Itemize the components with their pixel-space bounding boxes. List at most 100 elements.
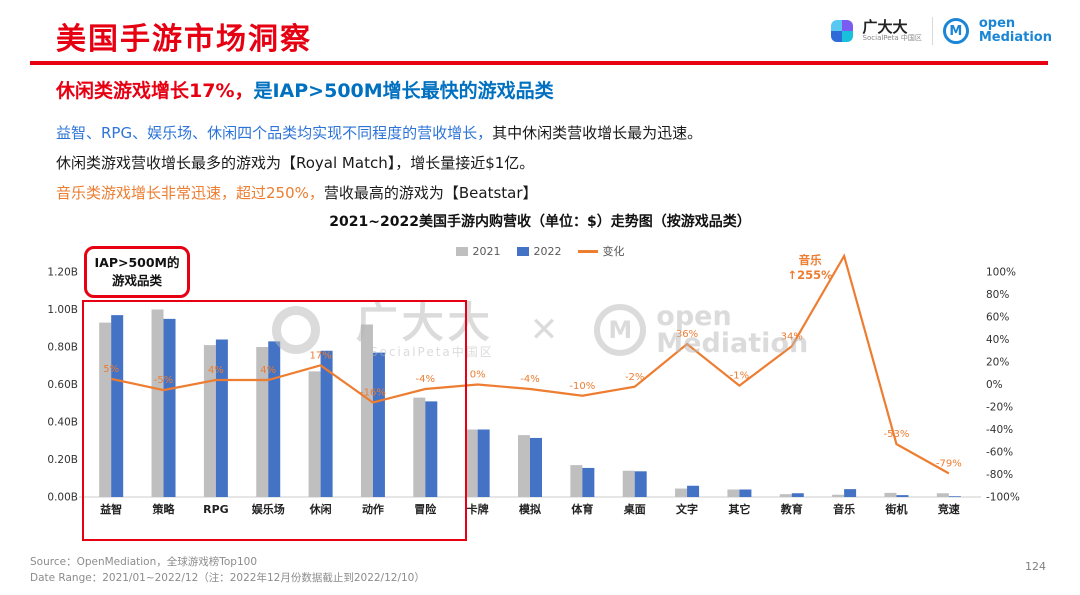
bar-line-chart: 1.20B 1.00B 0.80B 0.60B 0.40B 0.20B 0.00B 100% 8…: [47, 253, 1019, 516]
change-label: -2%: [625, 372, 644, 383]
bar-2021-卡牌: [465, 429, 478, 497]
bar-2022-动作: [372, 352, 385, 497]
bar-2021-竞速: [936, 493, 949, 497]
change-label: -4%: [416, 374, 435, 385]
left-axis-tick: 0.40B: [47, 417, 78, 429]
bar-2022-模拟: [530, 437, 542, 497]
change-label: 17%: [309, 350, 331, 361]
bar-2021-娱乐场: [256, 347, 269, 497]
bar-2021-体育: [570, 465, 583, 497]
legend-label-change: 变化: [602, 245, 625, 258]
bar-2022-RPG: [215, 339, 228, 497]
category-label: 文字: [676, 502, 698, 516]
title-underline: [30, 61, 1048, 65]
category-label: RPG: [203, 503, 229, 516]
left-axis-tick: 1.00B: [47, 304, 78, 316]
change-label: -4%: [520, 374, 539, 385]
bar-2021-益智: [99, 322, 112, 497]
right-axis-tick: 0%: [986, 379, 1003, 391]
paragraph-segment: 音乐类游戏增长非常迅速，超过250%，: [56, 184, 324, 202]
bar-2022-策略: [163, 318, 176, 497]
change-label: 5%: [103, 364, 119, 375]
category-label: 策略: [152, 502, 176, 516]
legend-item-2021: 2021: [455, 244, 501, 258]
paragraph: 休闲类游戏营收增长最多的游戏为【Royal Match】，增长量接近$1亿。: [56, 148, 702, 178]
openmediation-logo-icon: M: [942, 18, 969, 44]
change-label: -53%: [884, 429, 910, 440]
left-axis-tick: 0.80B: [47, 342, 78, 354]
logo-divider: [931, 17, 933, 45]
page-title: 美国手游市场洞察: [56, 22, 312, 57]
openmediation-logo-line1: open: [978, 16, 1016, 32]
socialpeta-logo-icon: [830, 20, 853, 42]
category-label: 冒险: [414, 502, 437, 516]
bar-2021-音乐: [832, 494, 845, 497]
paragraph: 益智、RPG、娱乐场、休闲四个品类均实现不同程度的营收增长，其中休闲类营收增长最…: [56, 118, 702, 148]
category-label: 竞速: [938, 502, 960, 516]
socialpeta-logo: 广大大 SocialPeta 中国区: [863, 19, 922, 43]
category-label: 动作: [362, 502, 384, 516]
bar-2021-教育: [779, 494, 792, 497]
left-axis-tick: 0.00B: [47, 492, 78, 504]
left-axis-tick: 0.20B: [47, 454, 78, 466]
footer-source: Source：OpenMediation，全球游戏榜Top100: [30, 556, 258, 568]
category-label: 音乐: [833, 502, 855, 516]
socialpeta-logo-sub: SocialPeta 中国区: [862, 34, 922, 43]
bar-2022-冒险: [425, 401, 438, 497]
socialpeta-logo-name: 广大大: [862, 17, 908, 36]
legend-label-2021: 2021: [472, 244, 501, 258]
category-label: 卡牌: [467, 502, 489, 516]
right-axis-tick: 80%: [986, 289, 1009, 301]
right-axis-tick: -80%: [986, 469, 1013, 481]
change-label: -16%: [360, 388, 386, 399]
legend-label-2022: 2022: [533, 244, 562, 258]
legend-item-2022: 2022: [516, 244, 562, 258]
category-label: 模拟: [519, 502, 541, 516]
change-label: 0%: [470, 370, 486, 381]
footer: Source：OpenMediation，全球游戏榜Top100 Date Ra…: [30, 554, 425, 587]
change-label: 36%: [676, 329, 698, 340]
paragraph-segment: 营收最高的游戏为【Beatstar】: [323, 184, 538, 202]
iap-annotation-line2: 游戏品类: [111, 273, 162, 289]
bar-2022-音乐: [844, 489, 857, 497]
bar-2022-桌面: [634, 471, 647, 497]
change-label: -79%: [936, 458, 962, 469]
left-axis-tick: 1.20B: [47, 267, 78, 279]
iap-annotation-box: IAP>500M的 游戏品类: [84, 246, 190, 299]
bar-2021-冒险: [413, 397, 426, 497]
bar-2021-街机: [884, 492, 897, 497]
iap-highlight-rectangle: [82, 300, 467, 541]
change-label: 34%: [781, 331, 803, 342]
change-label: -5%: [154, 375, 173, 386]
bar-2021-其它: [727, 489, 740, 497]
legend-swatch-change: [577, 249, 598, 253]
footer-date-range: Date Range：2021/01~2022/12（注：2022年12月份数据…: [30, 572, 425, 585]
change-label: 4%: [208, 365, 224, 376]
page-number: 124: [1025, 560, 1046, 573]
right-axis-tick: 40%: [986, 334, 1009, 346]
openmediation-logo-line2: Mediation: [978, 30, 1052, 45]
openmediation-logo: open Mediation: [979, 17, 1052, 44]
category-label: 桌面: [623, 502, 646, 516]
bar-2022-益智: [111, 315, 124, 497]
right-axis-tick: -20%: [986, 402, 1013, 414]
change-label: 4%: [260, 365, 276, 376]
paragraph-segment: 其中休闲类营收增长最为迅速。: [492, 124, 703, 142]
bar-2021-策略: [151, 309, 164, 497]
headline-red: 休闲类游戏增长17%，: [56, 80, 254, 102]
legend-swatch-2022: [516, 246, 529, 256]
legend-item-change: 变化: [577, 243, 625, 259]
category-label: 体育: [571, 502, 593, 516]
category-label: 街机: [884, 502, 907, 516]
change-label: -1%: [730, 371, 749, 382]
paragraph: 音乐类游戏增长非常迅速，超过250%，营收最高的游戏为【Beatstar】: [56, 178, 702, 208]
bar-2021-动作: [360, 324, 373, 497]
right-axis-tick: -40%: [986, 424, 1013, 436]
bar-2022-其它: [739, 489, 752, 497]
summary-paragraphs: 益智、RPG、娱乐场、休闲四个品类均实现不同程度的营收增长，其中休闲类营收增长最…: [56, 118, 702, 208]
chart-title: 2021~2022美国手游内购营收（单位：$）走势图（按游戏品类）: [329, 214, 751, 230]
bar-2021-模拟: [518, 435, 530, 497]
iap-annotation-line1: IAP>500M的: [94, 255, 180, 270]
music-callout-category: 音乐: [799, 253, 822, 267]
